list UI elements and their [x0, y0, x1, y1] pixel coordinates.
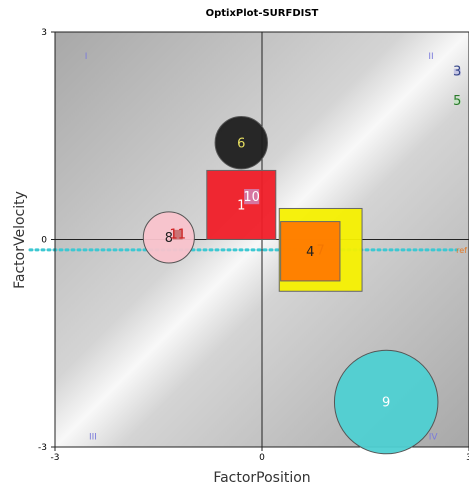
x-tick-label-3: 3 — [466, 453, 469, 463]
y-tick-label-3: -3 — [38, 443, 47, 453]
quadrant-label-1: I — [85, 52, 88, 62]
chart-title: OptixPlot-SURFDIST — [206, 8, 319, 19]
quadrant-label-2: II — [428, 52, 433, 62]
marker-10 — [244, 189, 260, 205]
x-tick-label-2: 0 — [259, 453, 265, 463]
marker-8 — [142, 211, 195, 264]
marker-9 — [333, 349, 439, 455]
marker-4 — [280, 221, 341, 282]
marker-11 — [172, 229, 183, 240]
y-tick-label-2: 0 — [41, 236, 47, 246]
marker-3 — [453, 68, 461, 76]
marker-1 — [206, 169, 277, 240]
marker-label-3: 3 — [453, 65, 461, 80]
quadrant-label-4: IV — [429, 433, 439, 443]
marker-label-9: 9 — [382, 396, 390, 411]
marker-6 — [214, 115, 269, 170]
x-tick-label-1: -3 — [51, 453, 60, 463]
reference-line-label: ref — [456, 246, 467, 255]
marker-label-4: 4 — [306, 245, 314, 260]
x-axis-title: FactorPosition — [213, 470, 310, 486]
marker-5 — [453, 97, 461, 105]
y-tick-label-1: 3 — [41, 28, 47, 38]
y-axis-title: FactorVelocity — [12, 191, 28, 289]
marker-label-8: 8 — [165, 231, 173, 246]
marker-label-6: 6 — [237, 136, 245, 151]
marker-label-1: 1 — [237, 199, 245, 214]
marker-label-10: 10 — [243, 190, 260, 205]
quadrant-label-3: III — [89, 433, 97, 443]
marker-label-11: 11 — [170, 227, 187, 242]
marker-label-5: 5 — [453, 94, 461, 109]
